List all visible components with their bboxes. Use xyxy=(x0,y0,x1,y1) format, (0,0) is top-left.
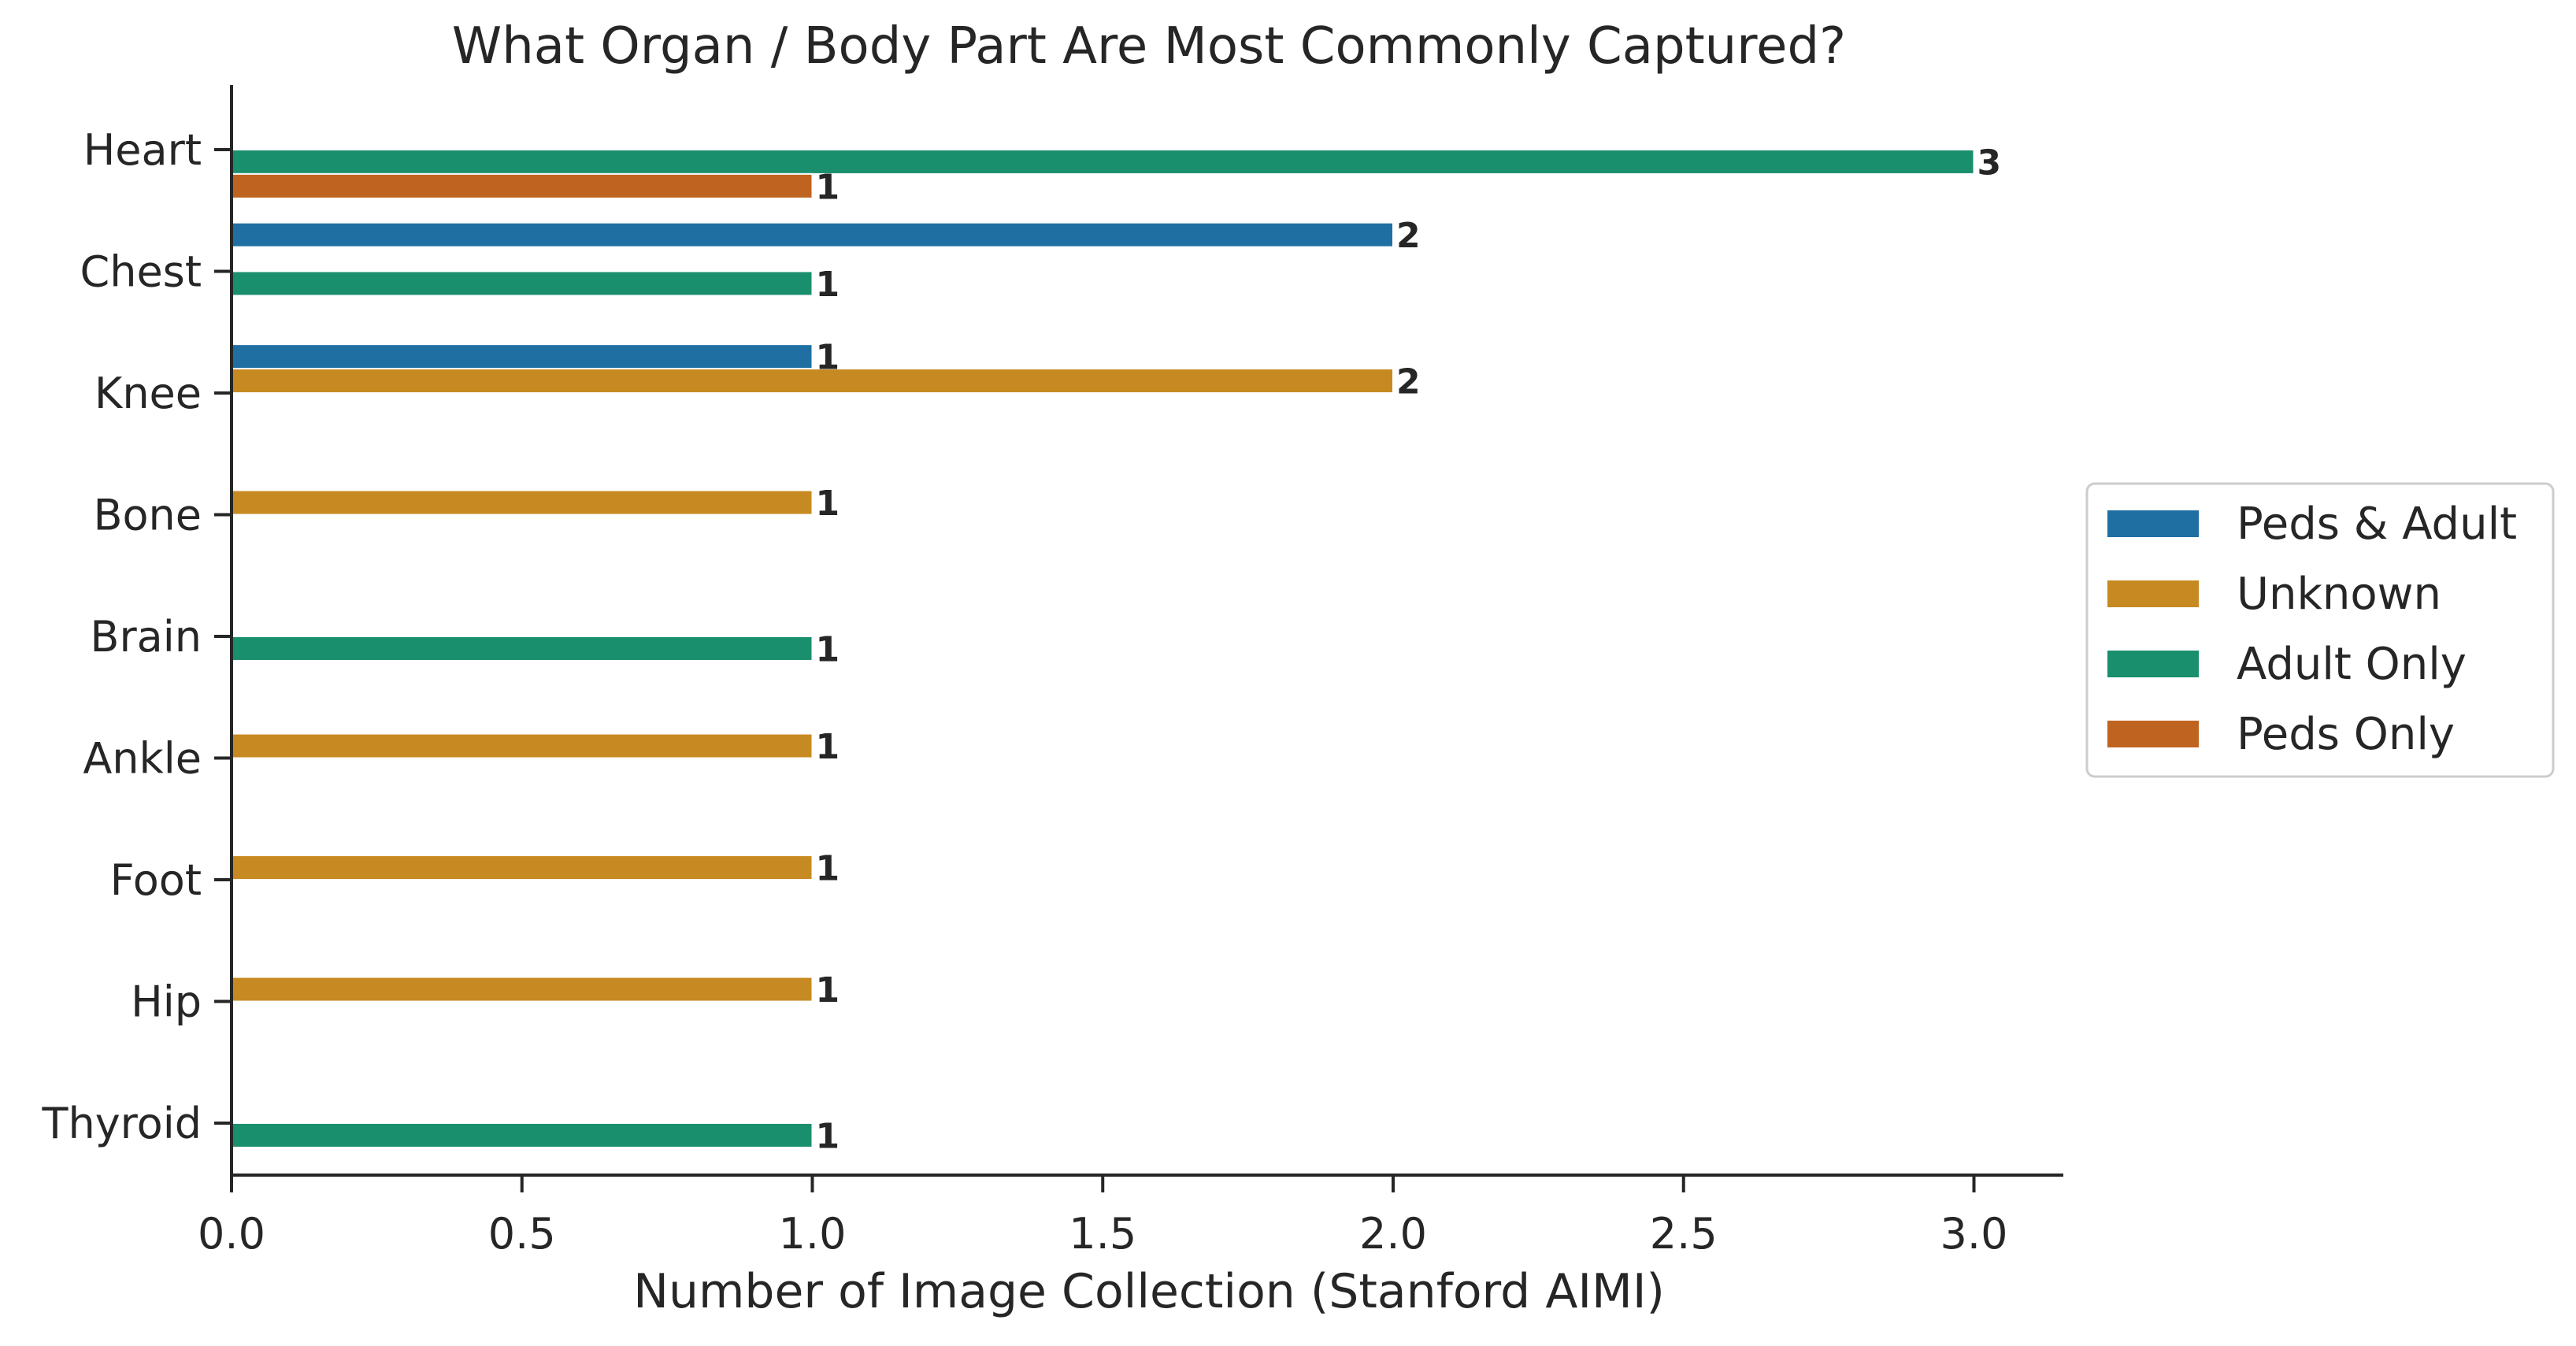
x-tick-label-0: 0.0 xyxy=(198,1209,265,1259)
legend-frame xyxy=(2085,482,2555,778)
legend-swatch-peds-only xyxy=(2107,721,2199,747)
bar-label-ankle-unknown: 1 xyxy=(816,727,840,767)
y-tick-label-ankle: Ankle xyxy=(83,734,202,784)
legend-swatch-adult-only xyxy=(2107,651,2199,677)
bar-label-heart-peds-only: 1 xyxy=(816,167,840,207)
bar-foot-unknown xyxy=(231,855,814,881)
legend-swatch-unknown xyxy=(2107,580,2199,607)
bar-bone-unknown xyxy=(231,489,814,516)
bar-label-thyroid-adult-only: 1 xyxy=(816,1116,840,1156)
legend-label-adult-only: Adult Only xyxy=(2237,639,2467,690)
bar-labels-group: 3 1 2 1 1 2 1 1 1 1 1 1 xyxy=(816,143,2002,1156)
bar-chest-peds-adult xyxy=(231,221,1394,248)
bar-knee-peds-adult xyxy=(231,343,814,370)
legend: Peds & Adult Unknown Adult Only Peds Only xyxy=(2085,482,2555,778)
bar-label-chest-peds-adult: 2 xyxy=(1396,216,1421,256)
chart-title: What Organ / Body Part Are Most Commonly… xyxy=(452,17,1846,76)
bar-chest-adult-only xyxy=(231,270,814,297)
legend-swatch-peds-adult xyxy=(2107,510,2199,537)
legend-label-peds-only: Peds Only xyxy=(2237,709,2455,760)
y-tick-label-knee: Knee xyxy=(95,369,202,418)
x-tick-label-6: 3.0 xyxy=(1940,1209,2008,1259)
bar-thyroid-adult-only xyxy=(231,1122,814,1148)
bar-knee-unknown xyxy=(231,368,1394,395)
y-tick-label-foot: Foot xyxy=(110,855,202,905)
bar-label-bone-unknown: 1 xyxy=(816,484,840,524)
bar-label-knee-peds-adult: 1 xyxy=(816,338,840,378)
bar-label-heart-adult-only: 3 xyxy=(1977,143,2002,183)
bar-hip-unknown xyxy=(231,976,814,1003)
bar-label-knee-unknown: 2 xyxy=(1396,362,1421,402)
y-ticks-group: Heart Chest Knee Bone Brain Ankle Foot Hip Thyro… xyxy=(42,125,232,1148)
y-tick-label-brain: Brain xyxy=(90,612,202,662)
bar-brain-adult-only xyxy=(231,635,814,662)
bar-ankle-unknown xyxy=(231,732,814,759)
y-tick-label-chest: Chest xyxy=(80,247,202,297)
bar-heart-peds-only xyxy=(231,172,814,199)
bar-label-chest-adult-only: 1 xyxy=(816,265,840,305)
x-tick-label-1: 0.5 xyxy=(488,1209,556,1259)
bar-label-brain-adult-only: 1 xyxy=(816,629,840,669)
bar-heart-adult-only xyxy=(231,148,1975,175)
x-tick-label-4: 2.0 xyxy=(1359,1209,1427,1259)
y-tick-label-hip: Hip xyxy=(131,977,202,1027)
bar-label-foot-unknown: 1 xyxy=(816,849,840,889)
x-tick-label-3: 1.5 xyxy=(1069,1209,1136,1259)
x-tick-label-2: 1.0 xyxy=(779,1209,847,1259)
bar-label-hip-unknown: 1 xyxy=(816,970,840,1010)
legend-label-unknown: Unknown xyxy=(2237,569,2441,620)
x-ticks-group: 0.0 0.5 1.0 1.5 2.0 2.5 3.0 xyxy=(198,1175,2007,1259)
x-tick-label-5: 2.5 xyxy=(1650,1209,1718,1259)
legend-label-peds-adult: Peds & Adult xyxy=(2237,499,2517,550)
bars-group xyxy=(231,148,1975,1148)
y-tick-label-bone: Bone xyxy=(93,491,202,540)
y-tick-label-heart: Heart xyxy=(83,125,202,175)
x-axis-title: Number of Image Collection (Stanford AIM… xyxy=(633,1264,1665,1319)
y-tick-label-thyroid: Thyroid xyxy=(42,1099,202,1148)
